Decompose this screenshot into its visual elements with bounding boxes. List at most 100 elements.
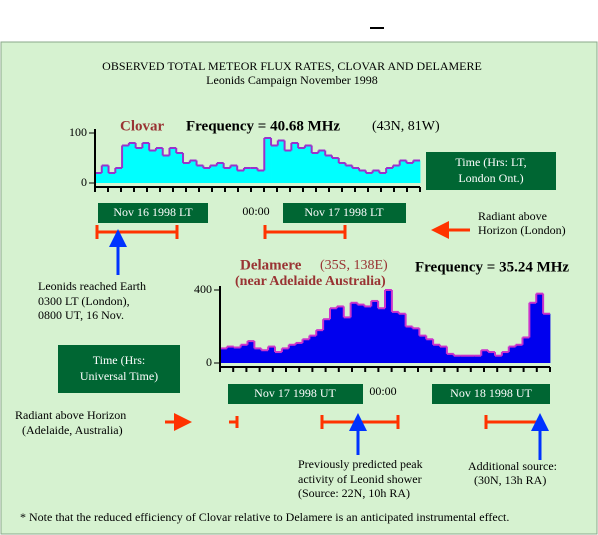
area-bin: [304, 145, 313, 183]
area-bin: [176, 153, 184, 183]
area-bin: [386, 168, 394, 183]
area-bin: [268, 346, 276, 363]
area-bin: [311, 153, 319, 183]
place: (near Adelaide Australia): [235, 274, 386, 289]
area-bin: [233, 347, 242, 363]
area-bin: [220, 348, 228, 363]
area-bin: [122, 145, 130, 183]
area-bin: [240, 344, 248, 363]
area-bin: [183, 163, 191, 183]
location: (35S, 138E): [320, 258, 388, 273]
area-bin: [474, 355, 482, 363]
area-bin: [398, 313, 407, 363]
note: Previously predicted peak: [298, 457, 423, 471]
area-bin: [243, 168, 252, 183]
area-bin: [522, 337, 530, 363]
note: Radiant above Horizon: [15, 408, 126, 422]
area-bin: [536, 293, 544, 363]
subtitle: Leonids Campaign November 1998: [206, 73, 378, 87]
note: 0300 LT (London),: [38, 294, 130, 308]
panel: [0, 41, 598, 535]
location: (43N, 81W): [372, 119, 440, 134]
area-bin: [364, 306, 372, 363]
area-bin: [501, 352, 510, 363]
frequency: Frequency = 35.24 MHz: [415, 259, 569, 275]
date-box: [228, 384, 363, 404]
area-bin: [237, 170, 245, 183]
time-box: [426, 152, 556, 190]
note: (30N, 13h RA): [474, 473, 546, 487]
y-tick-label: 0: [81, 175, 87, 189]
area-bin: [488, 352, 496, 363]
title: OBSERVED TOTAL METEOR FLUX RATES, CLOVAR…: [102, 59, 482, 73]
area-bin: [142, 143, 150, 183]
area-bin: [271, 145, 279, 183]
area-bin: [284, 150, 292, 183]
area-bin: [467, 355, 475, 363]
frequency: Frequency = 40.68 MHz: [186, 118, 340, 134]
y-tick-label: 400: [194, 282, 212, 296]
time-label: Time (Hrs: LT,: [455, 155, 526, 169]
area-bin: [413, 160, 421, 183]
area-bin: [264, 138, 272, 183]
date-box: [98, 203, 208, 223]
area-bin: [343, 317, 352, 363]
date-box: [432, 384, 550, 404]
area-bin: [162, 155, 170, 183]
area-bin: [446, 353, 455, 363]
area-bin: [316, 330, 324, 363]
area-bin: [223, 168, 231, 183]
note: (Source: 22N, 10h RA): [298, 486, 410, 500]
area-bin: [433, 344, 441, 363]
area-bin: [128, 143, 137, 183]
area-bin: [295, 342, 303, 363]
area-bin: [371, 300, 379, 363]
time-label: Time (Hrs:: [93, 353, 146, 367]
area-bin: [392, 165, 401, 183]
area-bin: [309, 335, 317, 363]
area-bin: [406, 163, 414, 183]
area-bin: [247, 341, 255, 363]
area-bin: [216, 163, 225, 183]
area-bin: [345, 165, 353, 183]
midnight: 00:00: [242, 204, 269, 218]
area-bin: [419, 335, 427, 363]
area-bin: [350, 302, 358, 363]
area-bin: [508, 346, 517, 363]
area-bin: [543, 313, 551, 363]
area-bin: [302, 339, 310, 363]
area-bin: [203, 168, 211, 183]
area-bin: [115, 168, 123, 183]
area-bin: [338, 163, 346, 183]
area-bin: [379, 173, 387, 183]
date-label: Nov 17 1998 UT: [254, 386, 336, 400]
date-label: Nov 17 1998 LT: [304, 205, 384, 219]
area-bin: [359, 170, 367, 183]
area-bin: [155, 148, 164, 183]
area-bin: [149, 150, 157, 183]
note: Horizon (London): [478, 223, 566, 237]
area-bin: [95, 173, 103, 183]
area-bin: [325, 155, 333, 183]
area-bin: [291, 143, 299, 183]
y-tick-label: 0: [206, 355, 212, 369]
area-bin: [101, 165, 109, 183]
area-bin: [210, 165, 218, 183]
area-bin: [108, 173, 116, 183]
area-bin: [298, 148, 306, 183]
area-bin: [336, 306, 345, 363]
area-bin: [399, 160, 407, 183]
area-bin: [331, 158, 340, 183]
note: 0800 UT, 16 Nov.: [38, 308, 124, 322]
area-bin: [230, 165, 238, 183]
chart-title: Delamere: [240, 257, 302, 273]
time-label: London Ont.): [458, 171, 523, 185]
area-bin: [318, 150, 326, 183]
area-bin: [226, 346, 235, 363]
area-bin: [135, 148, 143, 183]
area-bin: [169, 148, 177, 183]
y-tick-label: 100: [69, 125, 87, 139]
area-bin: [372, 170, 380, 183]
area-bin: [405, 326, 413, 363]
